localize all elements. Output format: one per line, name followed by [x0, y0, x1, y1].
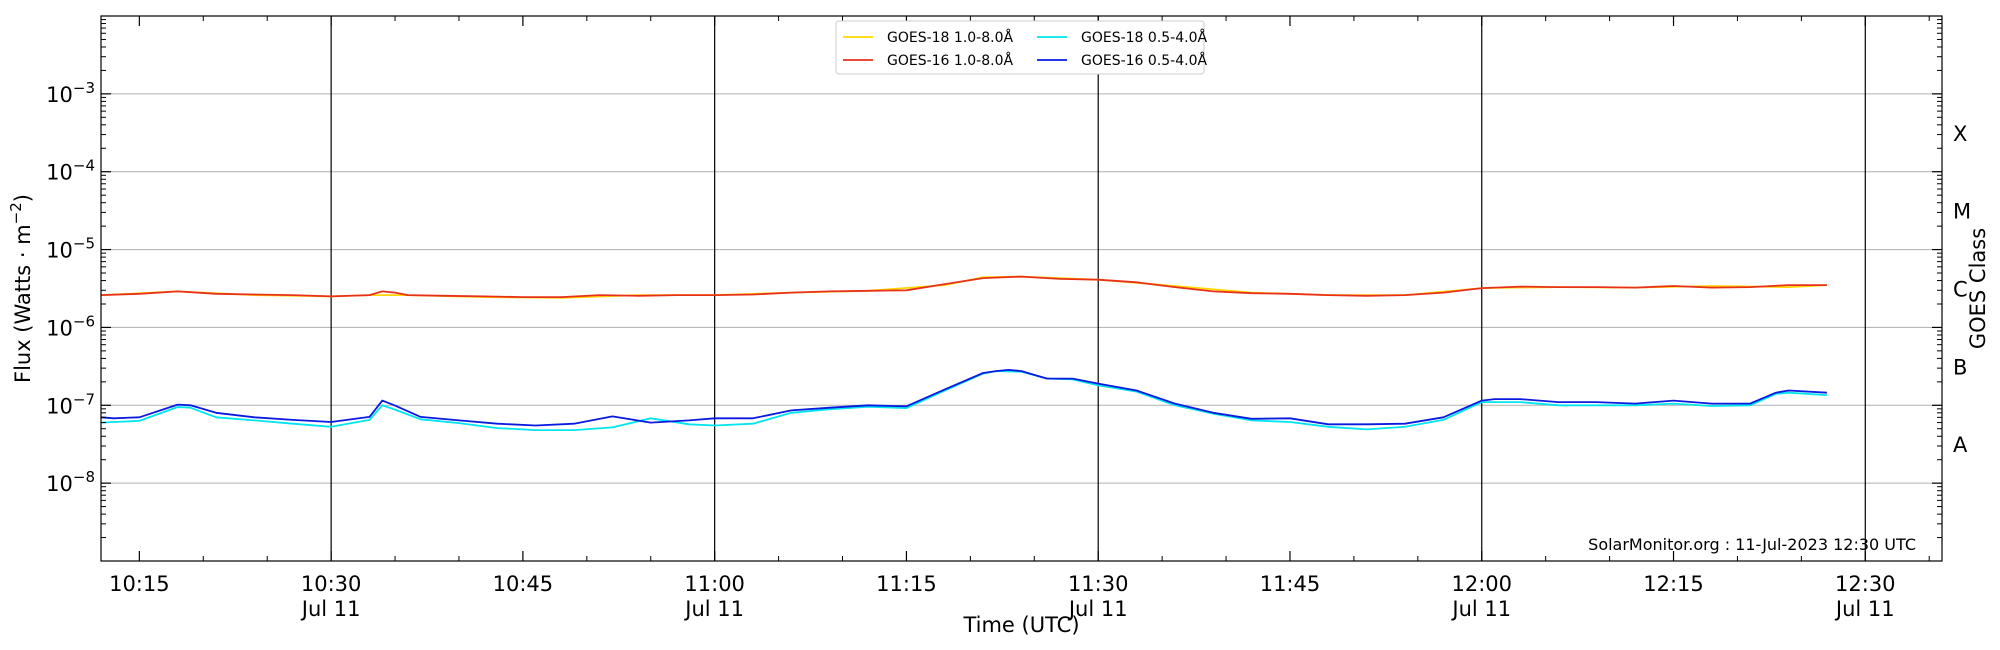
grid-lines: [101, 93, 1942, 484]
legend-label: GOES-16 1.0-8.0Å: [887, 52, 1013, 69]
x-tick-date-label: Jul 11: [300, 597, 361, 621]
x-tick-date-label: Jul 11: [1450, 597, 1511, 621]
goes-class-axis-title: GOES Class: [1966, 228, 1990, 349]
x-tick-date-label: Jul 11: [683, 597, 744, 621]
series-line-2: [100, 275, 1827, 299]
y-tick-label: 10−3: [46, 79, 95, 107]
legend-label: GOES-18 1.0-8.0Å: [887, 29, 1013, 46]
goes-class-label: M: [1953, 200, 1971, 224]
x-tick-label: 10:30: [301, 572, 362, 596]
legend-label: GOES-18 0.5-4.0Å: [1081, 29, 1207, 46]
x-axis-title: Time (UTC): [962, 613, 1079, 637]
y-axis-title-close: ): [11, 194, 35, 202]
x-tick-label: 12:30: [1835, 572, 1896, 596]
y-axis-title-superscript: −2: [7, 202, 25, 224]
y-tick-label: 10−5: [46, 235, 95, 263]
goes-class-label: A: [1953, 433, 1968, 457]
goes-class-label: C: [1953, 278, 1968, 302]
x-tick-label: 11:45: [1260, 572, 1321, 596]
y-axis-title-text: Flux (Watts · m: [11, 224, 35, 383]
legend-box: [835, 20, 1205, 75]
x-tick-label: 12:00: [1451, 572, 1512, 596]
x-tick-label: 11:30: [1068, 572, 1129, 596]
y-tick-label: 10−4: [46, 157, 95, 185]
x-tick-label: 10:45: [493, 572, 554, 596]
x-tick-label: 10:15: [109, 572, 170, 596]
series-line-4: [100, 368, 1827, 427]
y-tick-label: 10−7: [46, 390, 95, 418]
legend-label: GOES-16 0.5-4.0Å: [1081, 52, 1207, 69]
x-tick-label: 11:00: [684, 572, 745, 596]
x-tick-date-label: Jul 11: [1067, 597, 1128, 621]
x-tick-label: 12:15: [1643, 572, 1704, 596]
goes-class-label: X: [1953, 122, 1967, 146]
x-tick-date-label: Jul 11: [1834, 597, 1895, 621]
credit-text: SolarMonitor.org : 11-Jul-2023 12:30 UTC: [1588, 535, 1916, 554]
data-series: [100, 275, 1827, 432]
x-tick-label: 11:15: [876, 572, 937, 596]
legend: GOES-18 1.0-8.0Å GOES-16 1.0-8.0Å GOES-18 …: [835, 20, 1207, 75]
y-tick-label: 10−6: [46, 312, 95, 340]
y-axis-title: Flux (Watts · m−2): [7, 194, 35, 383]
y-tick-label: 10−8: [46, 468, 95, 496]
plot-frame: [100, 15, 1943, 562]
goes-class-label: B: [1953, 355, 1967, 379]
